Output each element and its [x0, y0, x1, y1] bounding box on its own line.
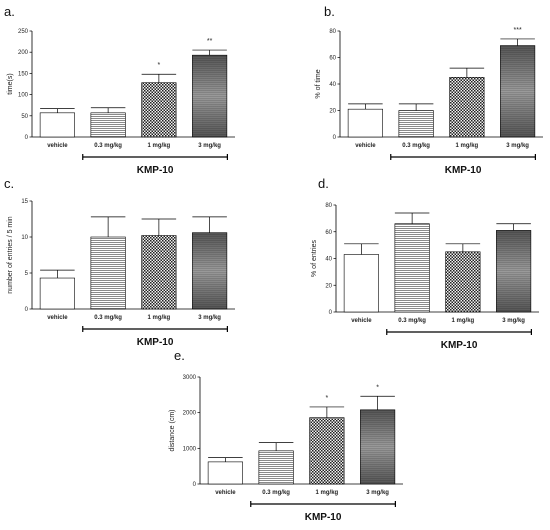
- group-label: KMP-10: [137, 337, 174, 348]
- bar: [258, 450, 294, 485]
- category-label: 0.3 mg/kg: [94, 143, 122, 149]
- y-tick-label: 50: [21, 114, 28, 120]
- panel-letter: e.: [174, 348, 185, 363]
- bar-texture: [192, 232, 227, 309]
- y-tick-label: 2000: [183, 411, 197, 417]
- bar: [309, 417, 345, 485]
- significance-label: *: [376, 384, 379, 391]
- bar: [90, 112, 126, 138]
- bar: [39, 112, 75, 138]
- significance-label: ***: [514, 27, 522, 34]
- y-tick-label: 40: [329, 82, 336, 88]
- y-tick-label: 0: [333, 135, 337, 141]
- bar: [207, 461, 243, 485]
- bar: [398, 110, 434, 138]
- y-tick-label: 20: [329, 109, 336, 115]
- y-tick-label: 250: [18, 29, 29, 35]
- group-label: KMP-10: [137, 165, 174, 176]
- significance-label: **: [207, 38, 213, 45]
- category-label: 0.3 mg/kg: [94, 315, 122, 321]
- category-label: 3 mg/kg: [198, 315, 221, 321]
- category-label: 1 mg/kg: [148, 143, 171, 149]
- y-tick-label: 200: [18, 50, 29, 56]
- y-axis-label: % of time: [315, 69, 322, 98]
- group-label: KMP-10: [445, 165, 482, 176]
- category-label: vehicle: [351, 318, 372, 324]
- y-tick-label: 0: [193, 482, 197, 488]
- y-tick-label: 15: [21, 199, 28, 205]
- panel-letter: c.: [4, 176, 14, 191]
- y-tick-label: 5: [25, 271, 29, 277]
- category-label: 1 mg/kg: [316, 490, 339, 496]
- y-tick-label: 3000: [183, 375, 197, 381]
- y-tick-label: 20: [325, 283, 332, 289]
- bar-texture: [500, 45, 535, 138]
- group-label: KMP-10: [441, 340, 478, 351]
- y-tick-label: 0: [25, 307, 29, 313]
- category-label: 3 mg/kg: [506, 143, 529, 149]
- panel-3: c. 0 5 10 15 number of entries / 5 min vehicle…: [4, 176, 235, 348]
- category-label: vehicle: [47, 143, 68, 149]
- category-label: vehicle: [215, 490, 236, 496]
- bar-texture: [192, 55, 227, 137]
- category-label: 1 mg/kg: [148, 315, 171, 321]
- panel-5: e. 0 1000 2000 3000 distance (cm) vehicle 0.3 m…: [169, 348, 403, 523]
- y-tick-label: 100: [18, 93, 29, 99]
- bar: [343, 254, 379, 313]
- panel-letter: b.: [324, 4, 335, 19]
- y-tick-label: 80: [329, 29, 336, 35]
- category-label: 3 mg/kg: [198, 143, 221, 149]
- y-tick-label: 0: [25, 135, 29, 141]
- category-label: 1 mg/kg: [452, 318, 475, 324]
- panel-letter: a.: [4, 4, 15, 19]
- significance-label: *: [326, 395, 329, 402]
- category-label: 3 mg/kg: [502, 318, 525, 324]
- panel-4: d. 0 20 40 60 80 % of entries vehicle 0.3 mg/kg 1…: [311, 176, 539, 351]
- category-label: 0.3 mg/kg: [402, 143, 430, 149]
- bar: [394, 223, 430, 313]
- bar: [449, 77, 485, 138]
- category-label: 0.3 mg/kg: [262, 490, 290, 496]
- y-axis-label: time(s): [7, 73, 14, 94]
- y-tick-label: 150: [18, 71, 29, 77]
- panel-letter: d.: [318, 176, 329, 191]
- category-label: 0.3 mg/kg: [398, 318, 426, 324]
- panel-1: a. 0 50 100 150 200 250 time(s) vehicle 0.3 mg/kg…: [4, 4, 235, 176]
- category-label: vehicle: [355, 143, 376, 149]
- bar: [347, 108, 383, 138]
- y-tick-label: 60: [329, 56, 336, 62]
- significance-label: *: [158, 62, 161, 69]
- group-label: KMP-10: [305, 512, 342, 523]
- bar: [90, 236, 126, 310]
- panel-2: b. 0 20 40 60 80 % of time vehicle 0.3 mg/kg 1 mg…: [315, 4, 543, 176]
- bar: [141, 235, 177, 310]
- y-tick-label: 10: [21, 235, 28, 241]
- bar: [141, 82, 177, 138]
- y-tick-label: 40: [325, 257, 332, 263]
- y-tick-label: 60: [325, 230, 332, 236]
- category-label: vehicle: [47, 315, 68, 321]
- category-label: 3 mg/kg: [366, 490, 389, 496]
- y-axis-label: number of entries / 5 min: [7, 216, 14, 294]
- y-axis-label: % of entries: [311, 240, 318, 277]
- category-label: 1 mg/kg: [456, 143, 479, 149]
- bar: [39, 277, 75, 310]
- bar: [445, 251, 481, 313]
- bar-texture: [360, 409, 395, 484]
- bar-texture: [496, 230, 531, 312]
- y-axis-label: distance (cm): [169, 409, 176, 451]
- y-tick-label: 1000: [183, 446, 197, 452]
- y-tick-label: 80: [325, 203, 332, 209]
- y-tick-label: 0: [329, 310, 333, 316]
